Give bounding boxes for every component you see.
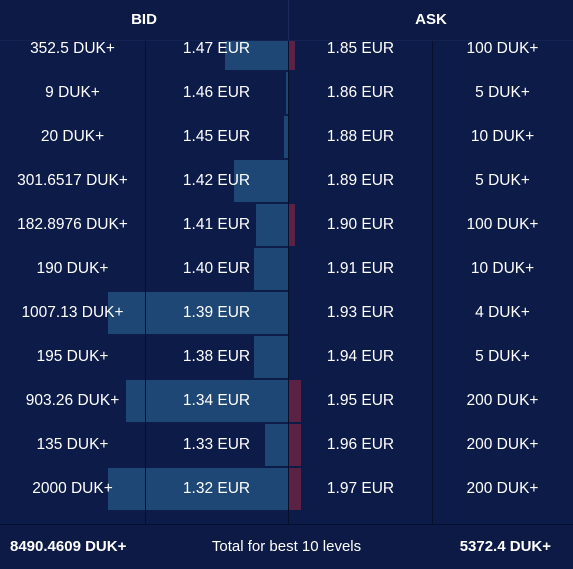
ask-price: 1.89 EUR <box>326 172 395 189</box>
bid-amount: 301.6517 DUK+ <box>17 172 128 189</box>
bid-amount: 195 DUK+ <box>36 348 109 365</box>
bid-amount: 190 DUK+ <box>36 260 109 277</box>
bid-price: 1.38 EUR <box>182 348 251 365</box>
bid-amount: 9 DUK+ <box>45 84 100 101</box>
order-book-row[interactable]: 20 DUK+ 1.45 EUR 1.88 EUR 10 DUK+ <box>0 115 573 159</box>
bid-price: 1.41 EUR <box>182 216 251 233</box>
bid-price: 1.32 EUR <box>182 480 251 497</box>
center-divider <box>288 40 289 524</box>
ask-amount: 200 DUK+ <box>466 392 539 409</box>
order-book-row[interactable]: 9 DUK+ 1.46 EUR 1.86 EUR 5 DUK+ <box>0 71 573 115</box>
ask-depth-bar <box>289 380 301 422</box>
bid-total: 8490.4609 DUK+ <box>10 538 127 555</box>
ask-amount: 10 DUK+ <box>470 128 535 145</box>
ask-amount: 5 DUK+ <box>475 84 530 101</box>
order-book-row[interactable]: 2000 DUK+ 1.32 EUR 1.97 EUR 200 DUK+ <box>0 467 573 511</box>
bid-amount: 352.5 DUK+ <box>30 40 115 57</box>
ask-depth-bar <box>289 468 301 510</box>
bid-amount: 135 DUK+ <box>36 436 109 453</box>
total-label: Total for best 10 levels <box>211 538 362 555</box>
bid-amount: 20 DUK+ <box>40 128 105 145</box>
ask-amount: 200 DUK+ <box>466 480 539 497</box>
bid-depth-bar <box>108 468 288 510</box>
order-book-rows[interactable]: 352.5 DUK+ 1.47 EUR 1.85 EUR 100 DUK+ 9 DUK+… <box>0 40 573 524</box>
ask-amount: 200 DUK+ <box>466 436 539 453</box>
ask-price: 1.94 EUR <box>326 348 395 365</box>
ask-price: 1.93 EUR <box>326 304 395 321</box>
order-book-row[interactable]: 190 DUK+ 1.40 EUR 1.91 EUR 10 DUK+ <box>0 247 573 291</box>
ask-price: 1.97 EUR <box>326 480 395 497</box>
ask-depth-bar <box>289 40 295 70</box>
ask-price: 1.85 EUR <box>326 40 395 57</box>
order-book-row[interactable]: 903.26 DUK+ 1.34 EUR 1.95 EUR 200 DUK+ <box>0 379 573 423</box>
order-book-row[interactable]: 182.8976 DUK+ 1.41 EUR 1.90 EUR 100 DUK+ <box>0 203 573 247</box>
bid-price: 1.45 EUR <box>182 128 251 145</box>
ask-amount: 5 DUK+ <box>475 172 530 189</box>
order-book-row[interactable]: 135 DUK+ 1.33 EUR 1.96 EUR 200 DUK+ <box>0 423 573 467</box>
ask-total: 5372.4 DUK+ <box>459 538 551 555</box>
order-book-footer: 8490.4609 DUK+ Total for best 10 levels … <box>0 524 573 569</box>
bid-depth-bar <box>254 336 288 378</box>
bid-price: 1.40 EUR <box>182 260 251 277</box>
bid-depth-bar <box>108 292 288 334</box>
order-book-row[interactable]: 1007.13 DUK+ 1.39 EUR 1.93 EUR 4 DUK+ <box>0 291 573 335</box>
ask-amount: 5 DUK+ <box>475 348 530 365</box>
bid-depth-bar <box>265 424 288 466</box>
ask-amount: 4 DUK+ <box>475 304 530 321</box>
order-book-row[interactable]: 301.6517 DUK+ 1.42 EUR 1.89 EUR 5 DUK+ <box>0 159 573 203</box>
bid-column-header: BID <box>131 11 157 28</box>
bid-depth-bar <box>256 204 288 246</box>
ask-price: 1.86 EUR <box>326 84 395 101</box>
bid-amount: 1007.13 DUK+ <box>21 304 124 321</box>
order-book-row[interactable]: 195 DUK+ 1.38 EUR 1.94 EUR 5 DUK+ <box>0 335 573 379</box>
bid-amount: 903.26 DUK+ <box>25 392 120 409</box>
ask-price: 1.90 EUR <box>326 216 395 233</box>
ask-depth-bar <box>289 424 301 466</box>
bid-price: 1.47 EUR <box>182 40 251 57</box>
bid-depth-bar <box>234 160 288 202</box>
order-book-header: BID ASK <box>0 0 573 41</box>
ask-amount: 10 DUK+ <box>470 260 535 277</box>
ask-amount: 100 DUK+ <box>466 216 539 233</box>
ask-price: 1.96 EUR <box>326 436 395 453</box>
ask-price: 1.95 EUR <box>326 392 395 409</box>
column-divider <box>432 40 433 524</box>
ask-price: 1.91 EUR <box>326 260 395 277</box>
column-divider <box>145 40 146 524</box>
order-book-row[interactable]: 352.5 DUK+ 1.47 EUR 1.85 EUR 100 DUK+ <box>0 40 573 71</box>
bid-depth-bar <box>225 40 288 70</box>
bid-depth-bar <box>126 380 288 422</box>
bid-price: 1.33 EUR <box>182 436 251 453</box>
bid-depth-bar <box>284 116 288 158</box>
bid-price: 1.46 EUR <box>182 84 251 101</box>
bid-depth-bar <box>254 248 288 290</box>
ask-amount: 100 DUK+ <box>466 40 539 57</box>
bid-price: 1.42 EUR <box>182 172 251 189</box>
bid-amount: 182.8976 DUK+ <box>17 216 128 233</box>
ask-depth-bar <box>289 204 295 246</box>
ask-column-header: ASK <box>415 11 447 28</box>
bid-price: 1.39 EUR <box>182 304 251 321</box>
bid-price: 1.34 EUR <box>182 392 251 409</box>
header-divider <box>288 0 289 40</box>
bid-depth-bar <box>286 72 288 114</box>
ask-price: 1.88 EUR <box>326 128 395 145</box>
bid-amount: 2000 DUK+ <box>32 480 113 497</box>
